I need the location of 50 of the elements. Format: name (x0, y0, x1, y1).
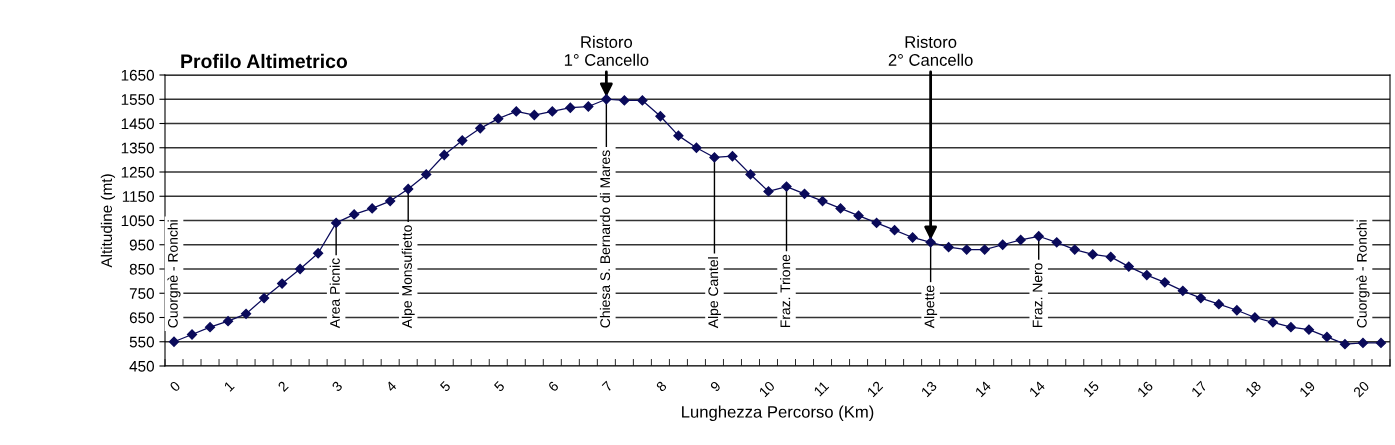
annotation: Ristoro 2° Cancello (888, 35, 973, 66)
annotation: Cuorgnè - Ronchi (1356, 220, 1370, 328)
x-tick-label: 17 (1191, 380, 1208, 398)
y-tick-label: 550 (129, 336, 154, 348)
x-tick-label: 4 (385, 380, 398, 393)
x-axis-title: Lunghezza Percorso (Km) (682, 405, 874, 422)
x-tick-label: 5 (493, 380, 506, 393)
x-tick-label: 3 (331, 380, 343, 393)
x-tick-label: 13 (920, 380, 938, 398)
x-tick-label: 14 (1028, 380, 1046, 398)
y-tick-label: 1650 (121, 69, 154, 81)
x-tick-label: 2 (277, 380, 289, 392)
x-tick-label: 0 (169, 380, 181, 393)
chart-title: Profilo Altimetrico (181, 53, 348, 69)
x-tick-label: 18 (1244, 380, 1262, 398)
y-tick-label: 950 (129, 239, 154, 251)
annotation: Chiesa S. Bernardo di Mares (599, 150, 611, 328)
y-tick-label: 1150 (122, 191, 154, 202)
annotation: Alpe Monsufietto (401, 225, 415, 329)
x-tick-label: 12 (866, 380, 884, 398)
annotation: Cuorgnè - Ronchi (167, 220, 181, 328)
x-tick-label: 9 (709, 380, 722, 393)
x-tick-label: 20 (1352, 380, 1370, 398)
y-tick-label: 1450 (121, 118, 154, 130)
annotation: Alpette (924, 285, 938, 329)
x-tick-label: 6 (547, 380, 560, 393)
x-tick-label: 5 (439, 380, 452, 393)
y-tick-label: 1350 (121, 142, 154, 154)
x-tick-label: 11 (813, 380, 830, 397)
y-tick-label: 850 (129, 263, 154, 275)
annotation: Ristoro 1° Cancello (564, 35, 649, 66)
y-tick-label: 650 (129, 312, 154, 324)
x-tick-label: 10 (758, 380, 776, 398)
y-tick-label: 1250 (121, 166, 154, 178)
x-tick-label: 15 (1082, 380, 1100, 398)
x-tick-label: 19 (1299, 380, 1316, 398)
x-tick-label: 8 (655, 380, 668, 393)
y-tick-label: 450 (129, 360, 154, 372)
x-tick-label: 7 (601, 380, 613, 392)
annotation: Alpe Cantel (707, 257, 721, 329)
y-tick-label: 1550 (121, 94, 154, 105)
annotation: Fraz. Trione (780, 254, 791, 328)
y-tick-label: 1050 (121, 215, 154, 227)
x-tick-label: 1 (223, 380, 235, 392)
y-tick-label: 750 (129, 288, 154, 299)
x-tick-label: 16 (1136, 380, 1154, 398)
y-axis-title: Altitudine (mt) (100, 174, 116, 268)
annotation: Area Picnic (329, 258, 340, 329)
x-tick-label: 14 (974, 380, 992, 398)
annotation: Fraz. Nero (1032, 263, 1043, 328)
